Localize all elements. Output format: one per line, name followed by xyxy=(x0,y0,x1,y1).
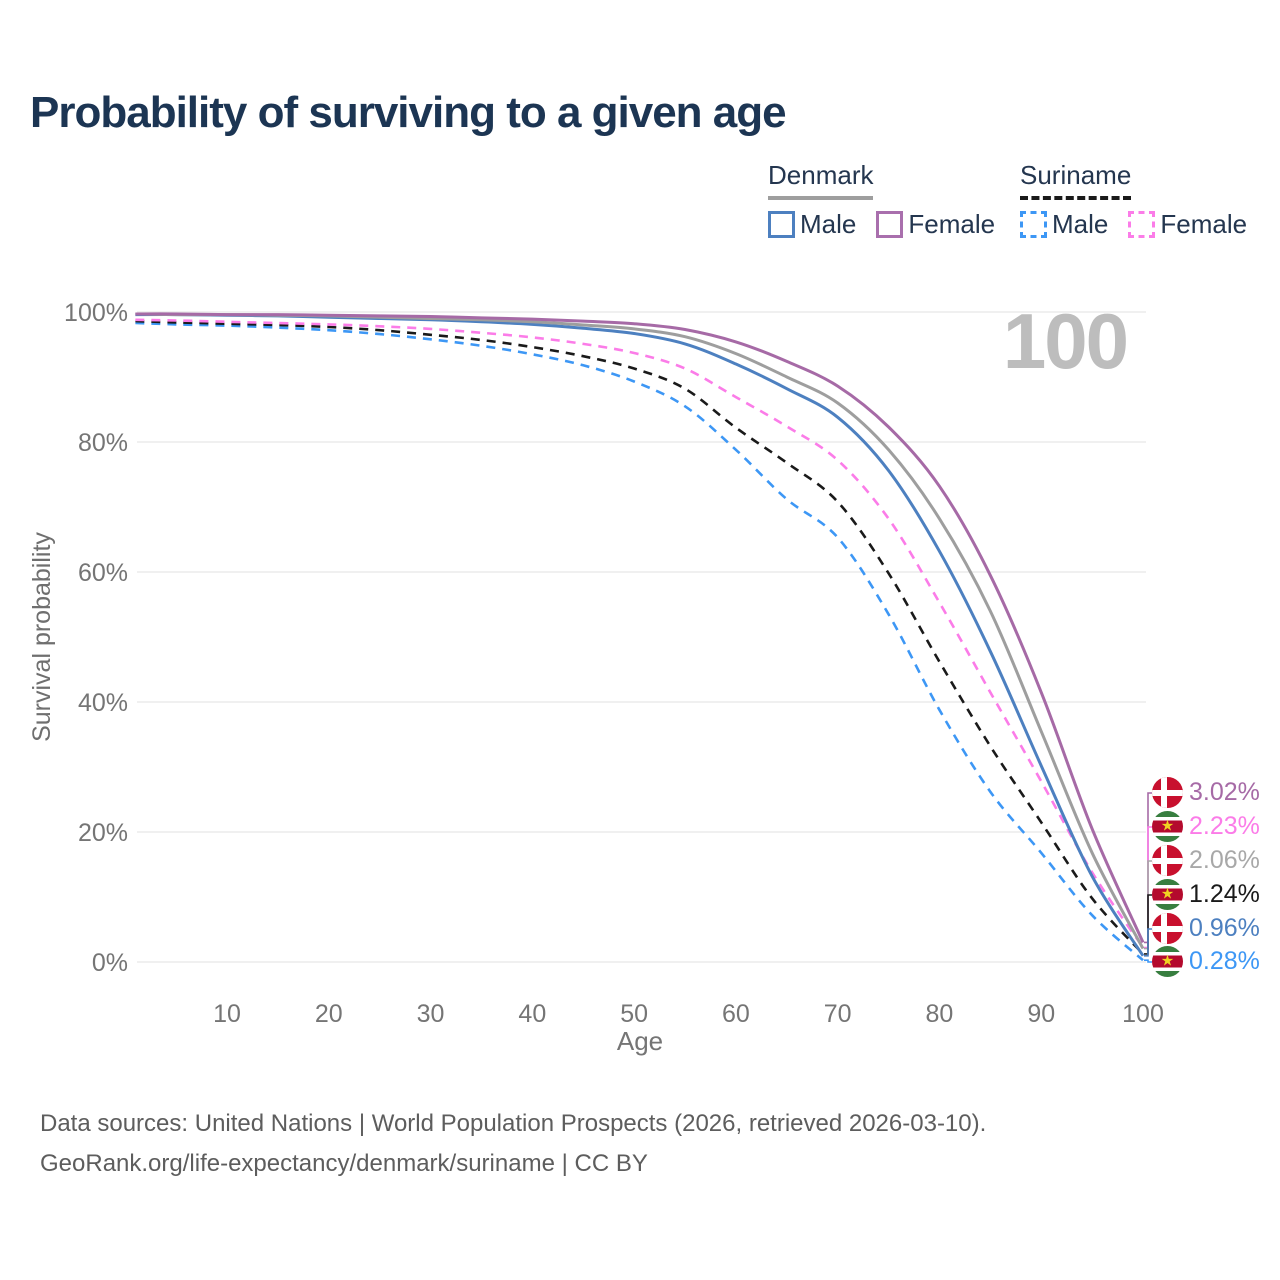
end-label-connector-suriname-male xyxy=(1144,959,1152,963)
end-label-connector-suriname-total xyxy=(1144,894,1152,955)
x-tick-label: 30 xyxy=(417,1000,445,1028)
x-tick-label: 50 xyxy=(620,1000,648,1028)
x-tick-label: 20 xyxy=(315,1000,343,1028)
age-watermark: 100 xyxy=(1003,297,1127,385)
y-tick-label: 60% xyxy=(78,559,128,587)
suriname-male-swatch-icon xyxy=(1020,211,1047,238)
legend-item-label: Female xyxy=(1160,209,1248,239)
legend-group-suriname: Suriname Male Female xyxy=(1020,160,1247,240)
end-label-suriname-male: ★ 0.28% xyxy=(1152,946,1260,977)
series-line-denmark-male xyxy=(135,313,1145,957)
denmark-female-swatch-icon xyxy=(876,211,904,238)
x-axis-title: Age xyxy=(617,1026,663,1056)
legend-item-denmark-male[interactable]: Male xyxy=(768,209,856,240)
y-tick-label: 0% xyxy=(92,949,128,977)
end-label-suriname-female: ★ 2.23% xyxy=(1152,811,1260,842)
data-sources: Data sources: United Nations | World Pop… xyxy=(40,1110,987,1137)
end-label-value: 2.06% xyxy=(1189,846,1260,874)
series-line-denmark-total xyxy=(135,312,1145,950)
x-tick-label: 40 xyxy=(518,1000,546,1028)
y-tick-label: 80% xyxy=(78,429,128,457)
x-tick-label: 70 xyxy=(824,1000,852,1028)
legend-group-denmark: Denmark Male Female xyxy=(768,160,995,240)
x-tick-label: 90 xyxy=(1027,1000,1055,1028)
series-line-suriname-female xyxy=(135,318,1145,949)
denmark-flag-icon xyxy=(1152,845,1183,876)
legend-item-denmark-female[interactable]: Female xyxy=(876,209,995,240)
end-label-value: 2.23% xyxy=(1189,812,1260,840)
end-label-denmark-female: 3.02% xyxy=(1152,777,1260,808)
end-label-suriname-total: ★ 1.24% xyxy=(1152,879,1260,910)
legend-item-label: Male xyxy=(800,209,857,239)
denmark-male-swatch-icon xyxy=(768,211,795,238)
denmark-flag-icon xyxy=(1152,913,1183,944)
y-tick-label: 20% xyxy=(78,819,128,847)
y-axis-title: Survival probability xyxy=(28,532,56,742)
y-tick-label: 100% xyxy=(64,299,128,327)
x-tick-label: 100 xyxy=(1122,1000,1164,1028)
legend-country-denmark[interactable]: Denmark xyxy=(768,160,874,200)
end-label-denmark-male: 0.96% xyxy=(1152,913,1260,944)
suriname-star-icon: ★ xyxy=(1160,817,1175,835)
suriname-flag-icon: ★ xyxy=(1152,811,1183,842)
legend-item-suriname-female[interactable]: Female xyxy=(1128,209,1247,240)
end-label-denmark-total: 2.06% xyxy=(1152,845,1260,876)
x-tick-label: 60 xyxy=(722,1000,750,1028)
end-label-connector-denmark-male xyxy=(1144,928,1152,957)
end-label-value: 3.02% xyxy=(1189,778,1260,806)
x-tick-label: 10 xyxy=(213,1000,241,1028)
end-label-value: 1.24% xyxy=(1189,880,1260,908)
end-label-value: 0.28% xyxy=(1189,947,1260,975)
y-tick-label: 40% xyxy=(78,689,128,717)
denmark-flag-icon xyxy=(1152,777,1183,808)
series-line-suriname-male xyxy=(135,321,1144,962)
legend-country-suriname[interactable]: Suriname xyxy=(1020,160,1132,200)
end-label-value: 0.96% xyxy=(1189,914,1260,942)
series-line-denmark-female xyxy=(135,312,1145,944)
suriname-star-icon: ★ xyxy=(1160,952,1175,970)
suriname-flag-icon: ★ xyxy=(1152,946,1183,977)
legend-item-label: Female xyxy=(908,209,996,239)
legend-item-suriname-male[interactable]: Male xyxy=(1020,209,1108,240)
legend-item-label: Male xyxy=(1052,209,1109,239)
suriname-female-swatch-icon xyxy=(1128,211,1156,238)
suriname-flag-icon: ★ xyxy=(1152,879,1183,910)
x-tick-label: 80 xyxy=(926,1000,954,1028)
series-line-suriname-total xyxy=(135,319,1144,955)
source-link: GeoRank.org/life-expectancy/denmark/suri… xyxy=(40,1150,648,1177)
page-title: Probability of surviving to a given age xyxy=(30,88,787,137)
suriname-star-icon: ★ xyxy=(1160,885,1175,903)
